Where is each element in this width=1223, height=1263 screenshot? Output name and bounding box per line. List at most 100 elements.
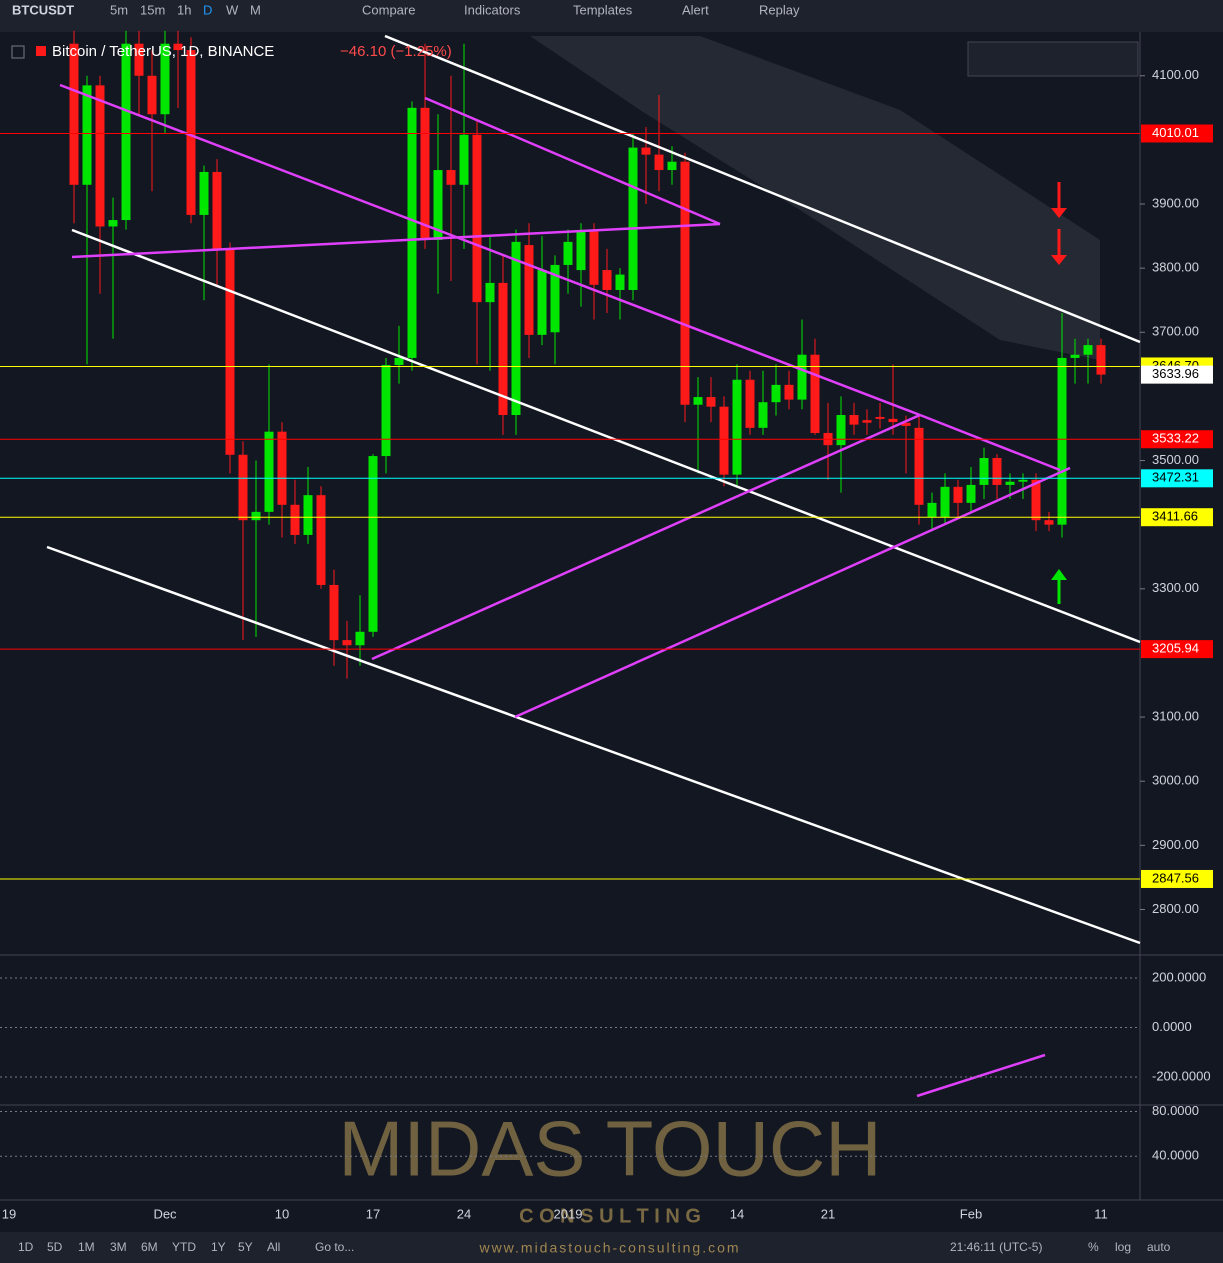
candle-body [1083,345,1093,355]
candle-body [550,264,560,333]
candle-body [654,154,664,171]
range-button[interactable]: All [267,1240,280,1254]
y-tick-label: 3700.00 [1152,324,1199,339]
toolbar-button[interactable]: Replay [759,2,800,17]
range-button[interactable]: 5D [47,1240,63,1254]
candle-body [1031,479,1041,521]
candle-body [745,379,755,428]
scale-option[interactable]: auto [1147,1240,1171,1254]
candle-body [446,170,456,185]
y-tick-label: 4100.00 [1152,67,1199,82]
toolbar-button[interactable]: Templates [573,2,633,17]
candle-body [927,502,937,517]
y-tick-label: 3300.00 [1152,580,1199,595]
scale-option[interactable]: % [1088,1240,1099,1254]
interval-button[interactable]: D [203,2,212,17]
goto-button[interactable]: Go to... [315,1240,354,1254]
candle-body [732,379,742,475]
range-button[interactable]: 5Y [238,1240,253,1254]
y-tick-label: 2900.00 [1152,837,1199,852]
range-button[interactable]: YTD [172,1240,196,1254]
candle-body [888,418,898,423]
price-label-box [1141,365,1213,384]
interval-button[interactable]: 1h [177,2,191,17]
candle-body [953,486,963,503]
candle-body [667,161,677,171]
toolbar-button[interactable]: Compare [362,2,415,17]
y-tick-label: 3100.00 [1152,709,1199,724]
drawing-toolbar[interactable] [967,41,1139,77]
candle-body [433,170,443,240]
candle-body [290,504,300,535]
interval-button[interactable]: 5m [110,2,128,17]
candle-body [641,147,651,155]
trend-line [424,96,721,226]
price-label-box [1141,430,1213,449]
scale-option[interactable]: log [1115,1240,1131,1254]
x-tick-label: 2019 [554,1206,583,1221]
candle-body [316,495,326,585]
trend-line [919,413,1061,472]
toolbar-button[interactable]: Indicators [464,2,521,17]
price-label: 3533.22 [1152,431,1199,446]
candle-body [303,495,313,535]
range-button[interactable]: 1D [18,1240,34,1254]
candle-body [1018,479,1028,482]
range-button[interactable]: 1M [78,1240,95,1254]
arrow-head [1051,208,1067,218]
candle-body [225,249,235,455]
watermark-sub: C O N S U L T I N G [519,1205,701,1227]
candle-body [511,241,521,416]
x-tick-label: Dec [153,1206,177,1221]
trend-line [59,83,921,417]
interval-button[interactable]: W [226,2,239,17]
price-label-box [1141,469,1213,488]
candle-body [1057,357,1067,525]
trend-line [71,222,721,259]
x-tick-label: 14 [730,1206,744,1221]
candle-body [485,282,495,303]
candle-body [589,231,599,285]
candle-body [524,245,534,335]
y-tick-label: 2800.00 [1152,901,1199,916]
candle-body [186,50,196,215]
candle-body [576,231,586,271]
symbol-icon [36,46,46,56]
price-label: 3205.94 [1152,641,1199,656]
collapse-button[interactable] [11,45,25,59]
y-tick-label: 40.0000 [1152,1148,1199,1163]
price-label: 3411.66 [1152,509,1198,524]
toolbar-button[interactable]: Alert [682,2,709,17]
price-label-box [1141,869,1213,888]
candle-body [69,43,79,185]
y-tick-label: 3000.00 [1152,773,1199,788]
candle-body [238,454,248,521]
candle-body [901,422,911,426]
price-label-box [1141,508,1213,527]
candle-body [134,43,144,76]
candle-body [875,416,885,419]
y-tick-label: 3500.00 [1152,452,1199,467]
footer [0,1232,1223,1263]
price-label: 3633.96 [1152,366,1199,381]
range-button[interactable]: 6M [141,1240,158,1254]
y-tick-label: 0.0000 [1152,1019,1192,1034]
x-tick-label: Feb [960,1206,982,1221]
interval-button[interactable]: 15m [140,2,165,17]
watermark-name: MIDAS TOUCH [338,1105,881,1193]
symbol[interactable]: BTCUSDT [12,2,74,17]
candle-body [771,384,781,403]
candle-body [355,631,365,646]
range-button[interactable]: 3M [110,1240,127,1254]
x-tick-label: 21 [821,1206,835,1221]
y-tick-label: 3900.00 [1152,195,1199,210]
candle-body [1096,345,1106,375]
range-button[interactable]: 1Y [211,1240,226,1254]
interval-button[interactable]: M [250,2,261,17]
candle-body [95,85,105,227]
arrows [1051,182,1067,604]
candle-body [719,406,729,475]
candle-body [979,457,989,485]
chart-title: Bitcoin / TetherUS, 1D, BINANCE [52,43,274,60]
